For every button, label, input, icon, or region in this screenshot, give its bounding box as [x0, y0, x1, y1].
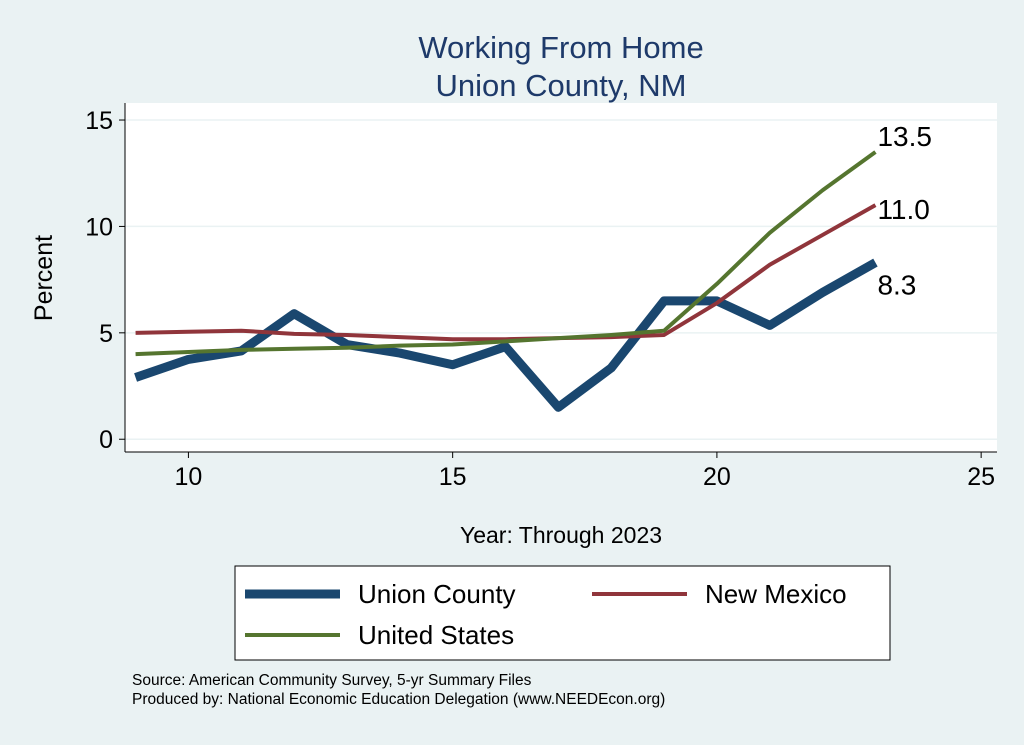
end-label: 11.0: [877, 194, 929, 225]
end-label: 13.5: [877, 121, 932, 152]
end-label: 8.3: [877, 270, 916, 301]
chart-title: Working From Home: [418, 30, 703, 65]
legend-label: New Mexico: [705, 579, 847, 609]
source-note: Source: American Community Survey, 5-yr …: [132, 672, 532, 689]
x-axis-label: Year: Through 2023: [460, 522, 662, 548]
y-axis-label: Percent: [30, 235, 58, 321]
y-tick-label: 10: [85, 213, 113, 241]
y-tick-label: 0: [99, 426, 113, 454]
x-tick-label: 25: [967, 463, 995, 491]
plot-area: [125, 103, 997, 452]
y-tick-label: 5: [99, 320, 113, 348]
x-tick-label: 20: [703, 463, 731, 491]
y-tick-label: 15: [85, 107, 113, 135]
legend-label: United States: [358, 620, 514, 650]
legend-label: Union County: [358, 579, 516, 609]
x-tick-label: 15: [439, 463, 467, 491]
producer-note: Produced by: National Economic Education…: [132, 691, 666, 708]
chart-subtitle: Union County, NM: [436, 68, 687, 103]
legend-box: [234, 565, 891, 661]
x-tick-label: 10: [175, 463, 203, 491]
